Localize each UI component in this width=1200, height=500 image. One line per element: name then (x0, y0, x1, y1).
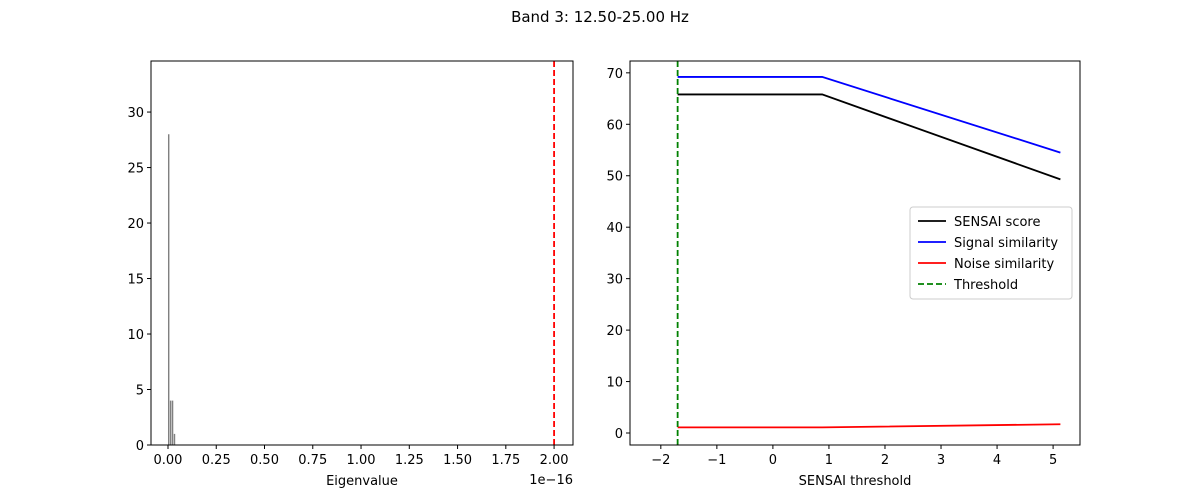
y-tick-label: 15 (127, 273, 144, 288)
y-tick-label: 20 (606, 324, 623, 339)
y-tick-label: 10 (127, 328, 144, 343)
x-tick-label: 0.00 (154, 453, 183, 468)
y-tick-label: 10 (606, 376, 623, 391)
x-axis-label: Eigenvalue (326, 474, 398, 489)
histogram-bar (167, 134, 170, 446)
x-tick-label: 0.25 (202, 453, 231, 468)
y-tick-label: 25 (127, 162, 144, 177)
legend-label: SENSAI score (954, 215, 1040, 230)
histogram-bar (169, 400, 172, 445)
x-tick-label: 0.50 (250, 453, 279, 468)
x-tick-label: 1.25 (395, 453, 424, 468)
x-tick-label: 2.00 (540, 453, 569, 468)
x-tick-label: 3 (937, 453, 945, 468)
legend-label: Signal similarity (954, 236, 1058, 251)
x-offset-label: 1e−16 (529, 473, 573, 488)
legend-label: Threshold (953, 278, 1018, 293)
y-tick-label: 20 (127, 217, 144, 232)
legend-box (909, 206, 1073, 300)
legend-label: Noise similarity (954, 257, 1054, 272)
x-axis-label: SENSAI threshold (799, 474, 912, 489)
x-tick-label: 1.75 (491, 453, 520, 468)
line-series (677, 423, 1061, 429)
x-tick-label: 2 (881, 453, 889, 468)
histogram-bar (173, 433, 176, 445)
line-series (677, 93, 1061, 181)
y-tick-label: 5 (136, 384, 144, 399)
x-tick-label: 0 (769, 453, 777, 468)
figure-title: Band 3: 12.50-25.00 Hz (511, 8, 689, 26)
x-tick-label: 0.75 (298, 453, 327, 468)
y-tick-label: 70 (606, 67, 623, 82)
x-tick-label: 5 (1049, 453, 1057, 468)
y-tick-label: 30 (127, 106, 144, 121)
y-tick-label: 60 (606, 118, 623, 133)
histogram-bar (171, 400, 174, 445)
y-tick-label: 30 (606, 273, 623, 288)
y-tick-label: 40 (606, 221, 623, 236)
axes-frame (629, 60, 1081, 446)
y-tick-label: 50 (606, 170, 623, 185)
x-tick-label: 4 (993, 453, 1001, 468)
x-tick-label: 1.00 (347, 453, 376, 468)
x-tick-label: −2 (651, 453, 670, 468)
x-tick-label: 1.50 (443, 453, 472, 468)
x-tick-label: 1 (825, 453, 833, 468)
y-tick-label: 0 (615, 427, 623, 442)
axes-frame (150, 60, 574, 446)
y-tick-label: 0 (136, 439, 144, 454)
line-series (677, 76, 1061, 154)
x-tick-label: −1 (707, 453, 726, 468)
